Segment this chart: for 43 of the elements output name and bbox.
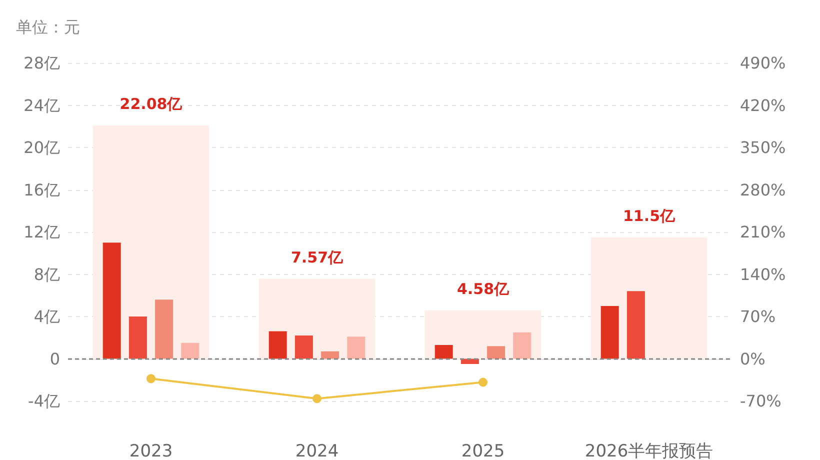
bar (600, 306, 619, 359)
data-label: 4.58亿 (456, 280, 510, 298)
y2-tick-label: 0% (740, 349, 766, 368)
data-label: 11.5亿 (622, 206, 676, 225)
y-tick-label: 8亿 (34, 264, 60, 284)
bar (626, 291, 645, 359)
y2-tick-label: 280% (740, 180, 786, 200)
x-tick-label: 2025 (461, 442, 505, 460)
y-tick-label: 20亿 (24, 138, 60, 157)
x-tick-label: 2023 (129, 442, 173, 460)
bar (268, 331, 287, 359)
bar (128, 316, 147, 359)
point (312, 394, 322, 404)
y-tick-label: 28亿 (24, 54, 60, 72)
bar (487, 346, 506, 359)
point (146, 374, 156, 384)
data-label: 22.08亿 (120, 95, 184, 114)
bar (155, 300, 174, 359)
y2-tick-label: 70% (740, 307, 776, 326)
y-tick-label: 24亿 (24, 96, 60, 115)
bar (513, 332, 532, 359)
y-tick-label: -4亿 (28, 392, 60, 410)
y2-tick-label: 210% (740, 222, 786, 242)
y-axis-title: 单位：元 (16, 18, 80, 36)
y-tick-label: 16亿 (24, 180, 60, 200)
y2-tick-label: -70% (740, 392, 782, 410)
y2-tick-label: 490% (740, 54, 786, 72)
x-tick-label: 2024 (295, 442, 339, 460)
y2-tick-label: 350% (740, 138, 786, 157)
y2-tick-label: 140% (740, 264, 786, 284)
point (478, 378, 488, 387)
y-tick-label: 0 (50, 349, 60, 368)
bar (294, 336, 313, 359)
bar (102, 242, 121, 359)
x-tick-label: 2026半年报预告 (584, 442, 714, 460)
bar (321, 351, 340, 359)
bar (347, 336, 366, 359)
y2-tick-label: 420% (740, 96, 786, 115)
y-tick-label: 12亿 (24, 222, 60, 242)
bar (181, 342, 200, 359)
y-tick-label: 4亿 (34, 307, 60, 326)
data-label: 7.57亿 (290, 248, 344, 266)
bar (434, 345, 453, 359)
